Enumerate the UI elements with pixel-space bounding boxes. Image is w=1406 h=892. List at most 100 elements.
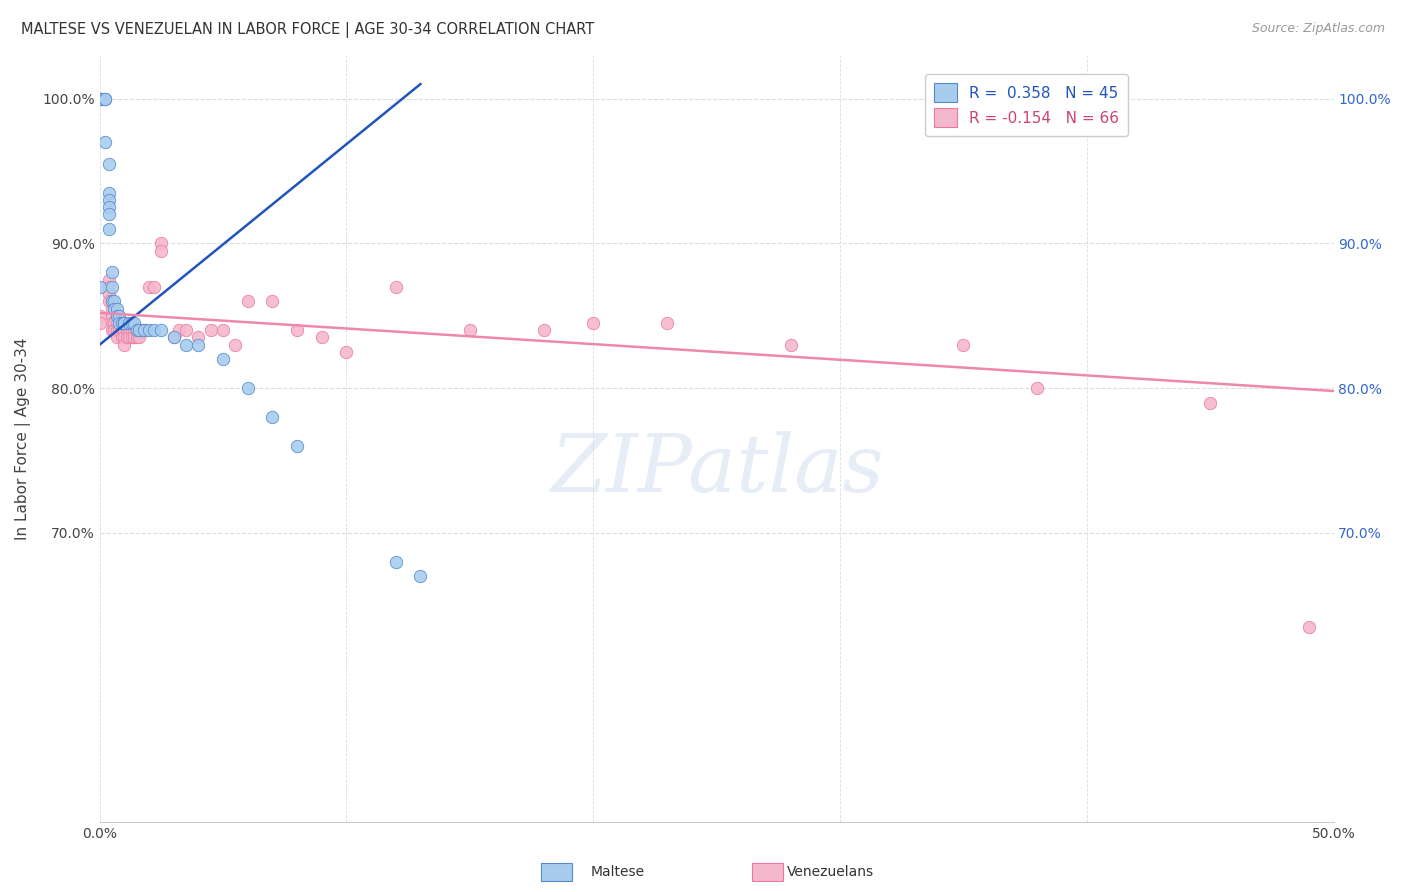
Legend: R =  0.358   N = 45, R = -0.154   N = 66: R = 0.358 N = 45, R = -0.154 N = 66 <box>925 74 1129 136</box>
Point <box>98 200 121 214</box>
Point <box>952 337 974 351</box>
Point <box>121 323 143 337</box>
Point <box>115 330 138 344</box>
Point <box>98 287 121 301</box>
Point <box>212 323 235 337</box>
Point <box>128 323 150 337</box>
Point <box>128 323 150 337</box>
Point <box>108 316 131 330</box>
Point <box>122 316 145 330</box>
Point <box>285 323 308 337</box>
Point <box>212 352 235 367</box>
Point <box>111 323 134 337</box>
Point <box>105 309 128 323</box>
Point <box>93 92 115 106</box>
Point <box>89 92 111 106</box>
Point <box>98 157 121 171</box>
Point <box>89 309 111 323</box>
Point <box>138 280 160 294</box>
Point <box>142 323 165 337</box>
Point <box>112 323 135 337</box>
Point <box>262 294 284 309</box>
Point <box>101 323 124 337</box>
Point <box>285 439 308 453</box>
Point <box>200 323 222 337</box>
Point <box>150 244 173 258</box>
Point <box>142 280 165 294</box>
Point <box>118 330 141 344</box>
Point <box>1026 381 1049 395</box>
Point <box>98 186 121 200</box>
Text: MALTESE VS VENEZUELAN IN LABOR FORCE | AGE 30-34 CORRELATION CHART: MALTESE VS VENEZUELAN IN LABOR FORCE | A… <box>21 22 595 38</box>
Point <box>89 316 111 330</box>
Point <box>115 323 138 337</box>
Point <box>105 301 128 316</box>
Point <box>103 301 125 316</box>
Point <box>111 316 134 330</box>
Point <box>111 330 134 344</box>
Point <box>138 323 160 337</box>
Point <box>384 280 406 294</box>
Point <box>150 236 173 251</box>
Point <box>89 92 111 106</box>
Point <box>187 330 209 344</box>
Point <box>162 330 184 344</box>
Point <box>118 316 141 330</box>
Point <box>1298 620 1320 634</box>
Point <box>101 265 124 279</box>
Point <box>167 323 190 337</box>
Text: Maltese: Maltese <box>591 865 644 880</box>
Point <box>150 323 173 337</box>
Point <box>1199 395 1222 409</box>
Point <box>108 323 131 337</box>
Point <box>125 330 148 344</box>
Point <box>121 316 143 330</box>
Point <box>98 207 121 221</box>
Point <box>236 381 259 395</box>
Point <box>93 135 115 149</box>
Point <box>101 316 124 330</box>
Point <box>101 280 124 294</box>
Point <box>118 323 141 337</box>
Point <box>112 316 135 330</box>
Point <box>174 337 197 351</box>
Point <box>162 330 184 344</box>
Point <box>101 294 124 309</box>
Point <box>112 337 135 351</box>
Point <box>111 316 134 330</box>
Point <box>112 316 135 330</box>
Point <box>135 323 157 337</box>
Point <box>101 294 124 309</box>
Point <box>103 294 125 309</box>
Point <box>101 309 124 323</box>
Point <box>105 316 128 330</box>
Point <box>112 330 135 344</box>
Text: Venezuelans: Venezuelans <box>787 865 875 880</box>
Point <box>121 330 143 344</box>
Point <box>103 323 125 337</box>
Point <box>89 280 111 294</box>
Point <box>224 337 246 351</box>
Point <box>128 330 150 344</box>
Point <box>89 92 111 106</box>
Text: ZIPatlas: ZIPatlas <box>550 431 883 508</box>
Point <box>108 316 131 330</box>
Point <box>98 280 121 294</box>
Point <box>409 569 432 583</box>
Point <box>582 316 605 330</box>
Point <box>112 316 135 330</box>
Point <box>657 316 679 330</box>
Point <box>132 323 155 337</box>
Y-axis label: In Labor Force | Age 30-34: In Labor Force | Age 30-34 <box>15 337 31 540</box>
Point <box>187 337 209 351</box>
Point <box>105 323 128 337</box>
Point <box>93 92 115 106</box>
Point <box>101 301 124 316</box>
Point <box>174 323 197 337</box>
Point <box>131 323 153 337</box>
Point <box>311 330 333 344</box>
Point <box>105 330 128 344</box>
Point <box>533 323 555 337</box>
Point <box>384 555 406 569</box>
Point <box>122 330 145 344</box>
